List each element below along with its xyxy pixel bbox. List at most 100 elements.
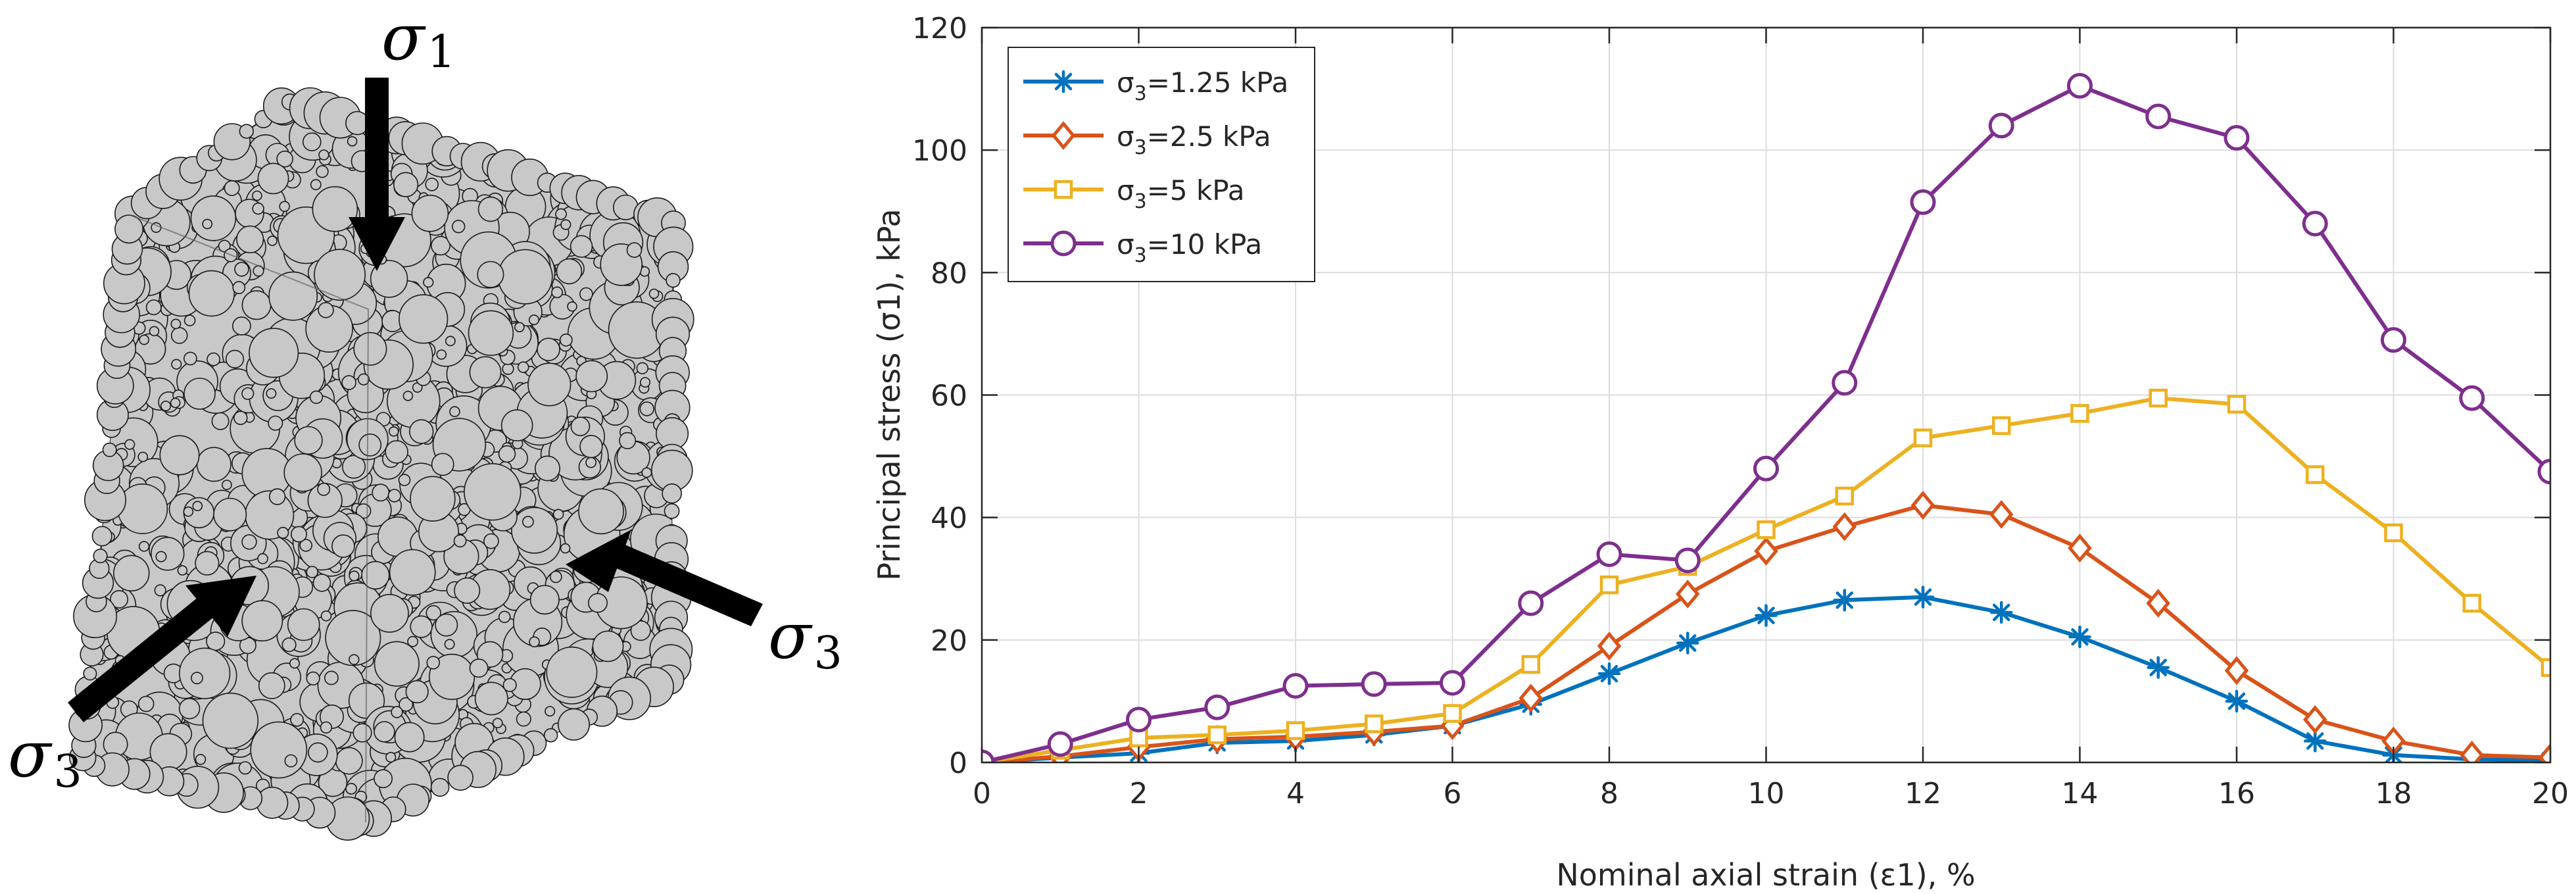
data-point-diamond — [1519, 683, 1543, 713]
particle — [537, 337, 560, 362]
x-tick-label: 2 — [1130, 777, 1148, 810]
y-tick-label: 120 — [912, 12, 967, 45]
particle — [370, 593, 409, 633]
particle — [528, 314, 540, 326]
particle — [619, 432, 637, 449]
particle — [341, 375, 356, 390]
data-point-diamond — [2460, 740, 2485, 762]
particle — [389, 549, 436, 596]
particle — [517, 361, 529, 374]
data-point-asterisk — [2304, 730, 2327, 753]
particle — [387, 489, 401, 503]
particle — [266, 388, 277, 399]
particle — [570, 235, 593, 258]
particle — [110, 589, 129, 608]
particle — [370, 260, 408, 298]
data-point-diamond — [2538, 743, 2550, 762]
particle — [192, 501, 203, 512]
particle — [236, 225, 264, 254]
data-point-circle — [2302, 211, 2328, 237]
particle — [431, 453, 454, 476]
particle — [527, 362, 571, 407]
arrow-sigma3-left — [68, 576, 256, 722]
particle — [626, 242, 643, 258]
particle — [312, 574, 331, 592]
particle — [318, 149, 329, 161]
particle — [241, 290, 272, 320]
particle — [154, 584, 166, 597]
particle — [196, 447, 231, 482]
particle — [641, 467, 652, 478]
x-tick-label: 12 — [1905, 777, 1941, 810]
data-point-square — [2462, 593, 2481, 613]
particle — [241, 387, 255, 400]
particle — [308, 742, 328, 763]
particle — [341, 455, 366, 479]
particle — [639, 377, 650, 388]
particle — [436, 349, 447, 360]
particle — [388, 426, 399, 437]
particle — [545, 706, 556, 717]
data-point-asterisk — [1676, 632, 1699, 655]
data-point-circle — [2459, 385, 2485, 411]
data-point-asterisk — [2225, 689, 2248, 713]
x-tick-label: 10 — [1748, 777, 1785, 810]
particle — [145, 299, 162, 316]
particle — [281, 637, 297, 653]
particle — [522, 516, 534, 528]
data-point-circle — [1674, 547, 1701, 574]
particle — [630, 620, 651, 641]
particle — [431, 236, 450, 256]
particle — [249, 328, 299, 378]
particle — [551, 286, 564, 299]
particle — [170, 397, 181, 409]
particle — [587, 593, 608, 613]
data-point-square — [1913, 428, 1933, 447]
data-point-circle — [2381, 327, 2406, 353]
data-point-circle — [1596, 541, 1622, 568]
label-sigma3-right: σ3 — [768, 599, 842, 680]
data-point-circle — [1126, 707, 1152, 733]
particle — [534, 455, 560, 482]
particle — [137, 451, 149, 462]
particle — [502, 362, 514, 375]
data-point-asterisk — [2068, 625, 2091, 649]
particle — [357, 373, 370, 385]
x-tick-label: 14 — [2062, 777, 2099, 810]
particle — [324, 670, 339, 685]
y-tick-label: 80 — [931, 257, 967, 290]
particle — [425, 178, 439, 191]
particle — [352, 723, 372, 743]
particle — [312, 186, 358, 232]
particle — [428, 653, 475, 701]
particle — [317, 482, 331, 496]
particle — [639, 401, 654, 416]
particle — [183, 506, 194, 517]
particle — [498, 445, 516, 463]
data-point-square — [1054, 180, 1073, 199]
particle — [546, 646, 598, 698]
data-point-circle — [2067, 72, 2093, 99]
data-point-square — [2384, 523, 2403, 543]
data-point-square — [1129, 728, 1148, 748]
particle — [177, 565, 188, 576]
particle — [277, 526, 289, 539]
particle — [570, 416, 591, 437]
stress-strain-chart: 0 2 4 6 8 10 12 14 16 18 20 0 20 40 60 80 100 120 Nominal… — [871, 12, 2569, 893]
x-axis-label: Nominal axial strain (ε1), % — [1556, 857, 1975, 893]
data-point-circle — [1440, 670, 1465, 696]
y-tick-label: 20 — [931, 624, 967, 658]
particle — [549, 570, 562, 584]
y-axis-label: Principal stress (σ1), kPa — [871, 209, 907, 580]
particle — [529, 636, 540, 648]
particle — [124, 439, 135, 450]
particle — [276, 150, 293, 168]
data-point-asterisk — [1597, 662, 1621, 685]
rim-particle — [91, 526, 112, 547]
particle — [221, 480, 232, 490]
particle — [497, 249, 553, 305]
particle — [232, 281, 246, 295]
data-point-asterisk — [1052, 70, 1075, 93]
particle — [385, 751, 397, 763]
particle — [411, 194, 449, 232]
